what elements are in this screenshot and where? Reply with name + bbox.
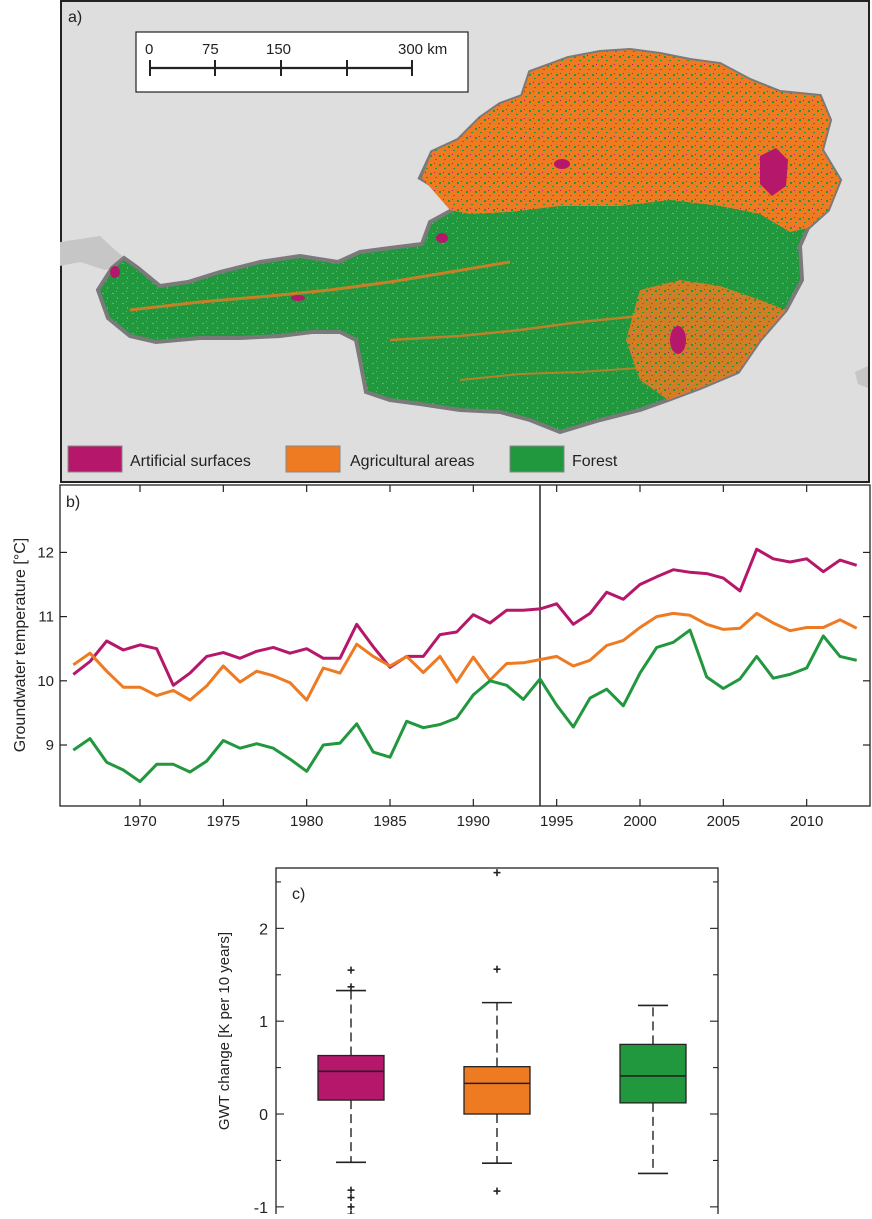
y-tick-label: 10: [37, 673, 54, 690]
city-innsbruck: [291, 295, 305, 301]
box-group-2: [619, 1004, 687, 1175]
legend-label-forest: Forest: [572, 453, 618, 470]
box-group-0: [317, 966, 385, 1218]
panel-c-label: c): [292, 886, 305, 903]
x-tick-label: 1980: [290, 813, 323, 830]
series-line-1: [72, 611, 858, 702]
scale-bar-label-75: 75: [202, 41, 219, 58]
legend-swatch-artificial: [67, 445, 123, 473]
line-chart-svg: b) Groundwater temperature [°C] 1970 1975…: [12, 484, 871, 830]
city-graz: [670, 326, 686, 354]
map-legend: Artificial surfaces Agricultural areas F…: [67, 445, 618, 473]
x-tick-label: 1990: [457, 813, 490, 830]
city-salzburg: [436, 233, 448, 243]
y-tick-label: 0: [259, 1107, 268, 1124]
panel-c-box-plot: c) GWT change [K per 10 years] -1 0 1 2: [200, 866, 740, 1219]
scale-bar-label-0: 0: [145, 41, 153, 58]
data-lines: [72, 485, 858, 806]
scale-bar: 0 75 150 300 km: [135, 31, 469, 93]
city-bregenz: [110, 266, 120, 278]
x-tick-label: 2000: [623, 813, 656, 830]
y-tick-label: 1: [259, 1014, 268, 1031]
panel-b-line-chart: b) Groundwater temperature [°C] 1970 1975…: [0, 483, 872, 873]
legend-swatch-forest: [509, 445, 565, 473]
y-tick-label: 9: [46, 737, 54, 754]
y-tick-label: 11: [38, 609, 54, 626]
panel-a-label: a): [68, 9, 82, 26]
series-line-2: [72, 628, 858, 784]
panel-a-map: a) 0 75 150 300 km Artificial surfaces A…: [60, 0, 870, 483]
map-svg: a) 0 75 150 300 km Artificial surfaces A…: [60, 0, 870, 483]
panel-b-label: b): [66, 494, 80, 511]
agricultural-region-southeast: [626, 280, 786, 400]
lake-shape: [60, 236, 130, 270]
legend-label-artificial: Artificial surfaces: [130, 453, 251, 470]
y-tick-label: 12: [37, 544, 54, 561]
lake-shape: [855, 366, 868, 388]
x-tick-label: 2010: [790, 813, 823, 830]
valley-lines: [129, 260, 511, 312]
legend-label-agricultural: Agricultural areas: [350, 453, 475, 470]
box-body: [619, 1043, 687, 1104]
x-tick-label: 2005: [707, 813, 740, 830]
y-tick-label: -1: [254, 1200, 268, 1214]
axis-ticks: 1970 1975 1980 1985 1990 1995 2000 2005 2010 9 10 1…: [37, 485, 870, 830]
scale-bar-label-300: 300 km: [398, 41, 447, 58]
x-tick-label: 1970: [123, 813, 156, 830]
box-plot-svg: c) GWT change [K per 10 years] -1 0 1 2: [216, 867, 719, 1219]
x-tick-label: 1995: [540, 813, 573, 830]
series-line-0: [72, 547, 858, 687]
city-linz: [554, 159, 570, 169]
box-body: [317, 1054, 385, 1101]
valley-lines: [459, 367, 641, 381]
x-tick-label: 1985: [373, 813, 406, 830]
boxes: [317, 869, 687, 1218]
agricultural-region-north: [422, 50, 840, 232]
axis-ticks: -1 0 1 2: [254, 881, 718, 1217]
plot-frame: [59, 484, 871, 807]
y-axis-label: GWT change [K per 10 years]: [216, 932, 233, 1130]
box-body: [463, 1066, 531, 1115]
legend-swatch-agricultural: [285, 445, 341, 473]
city-vienna: [760, 148, 788, 196]
y-axis-label: Groundwater temperature [°C]: [12, 538, 29, 753]
valley-lines: [389, 314, 641, 342]
y-tick-label: 2: [259, 921, 268, 938]
scale-bar-label-150: 150: [266, 41, 291, 58]
box-group-1: [463, 869, 531, 1195]
x-tick-label: 1975: [207, 813, 240, 830]
